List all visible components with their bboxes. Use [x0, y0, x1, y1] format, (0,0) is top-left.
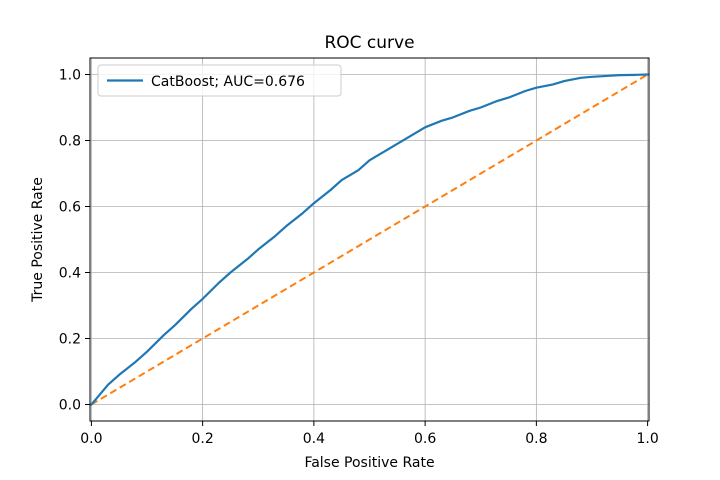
x-tick-label: 0.0 — [80, 431, 102, 447]
x-axis-label: False Positive Rate — [304, 455, 434, 471]
y-tick-label: 0.8 — [59, 134, 81, 150]
y-tick-label: 0.6 — [59, 200, 81, 216]
y-tick-label: 1.0 — [59, 68, 81, 84]
x-tick-label: 0.2 — [192, 431, 214, 447]
grid — [90, 58, 649, 421]
x-tick-label: 1.0 — [636, 431, 658, 447]
x-tick-label: 0.6 — [414, 431, 436, 447]
catboost-roc-line — [90, 73, 649, 406]
legend-box — [97, 64, 342, 97]
series-layer — [90, 73, 649, 406]
x-tick-label: 0.4 — [303, 431, 325, 447]
y-tick-label: 0.2 — [59, 332, 81, 348]
legend: CatBoost; AUC=0.676 — [97, 64, 342, 97]
legend-label-catboost: CatBoost; AUC=0.676 — [151, 74, 305, 90]
y-tick-label: 0.0 — [59, 398, 81, 414]
ticks: 0.0 0.2 0.4 0.6 0.8 1.0 0.0 0.2 0.4 0.6 0.8 1.0 — [59, 68, 659, 448]
chart-title: ROC curve — [324, 33, 414, 53]
y-tick-label: 0.4 — [59, 266, 81, 282]
y-axis-label: True Positive Rate — [30, 177, 46, 303]
x-tick-label: 0.8 — [525, 431, 547, 447]
chance-diagonal-line — [90, 73, 649, 406]
plot-frame — [89, 57, 650, 422]
